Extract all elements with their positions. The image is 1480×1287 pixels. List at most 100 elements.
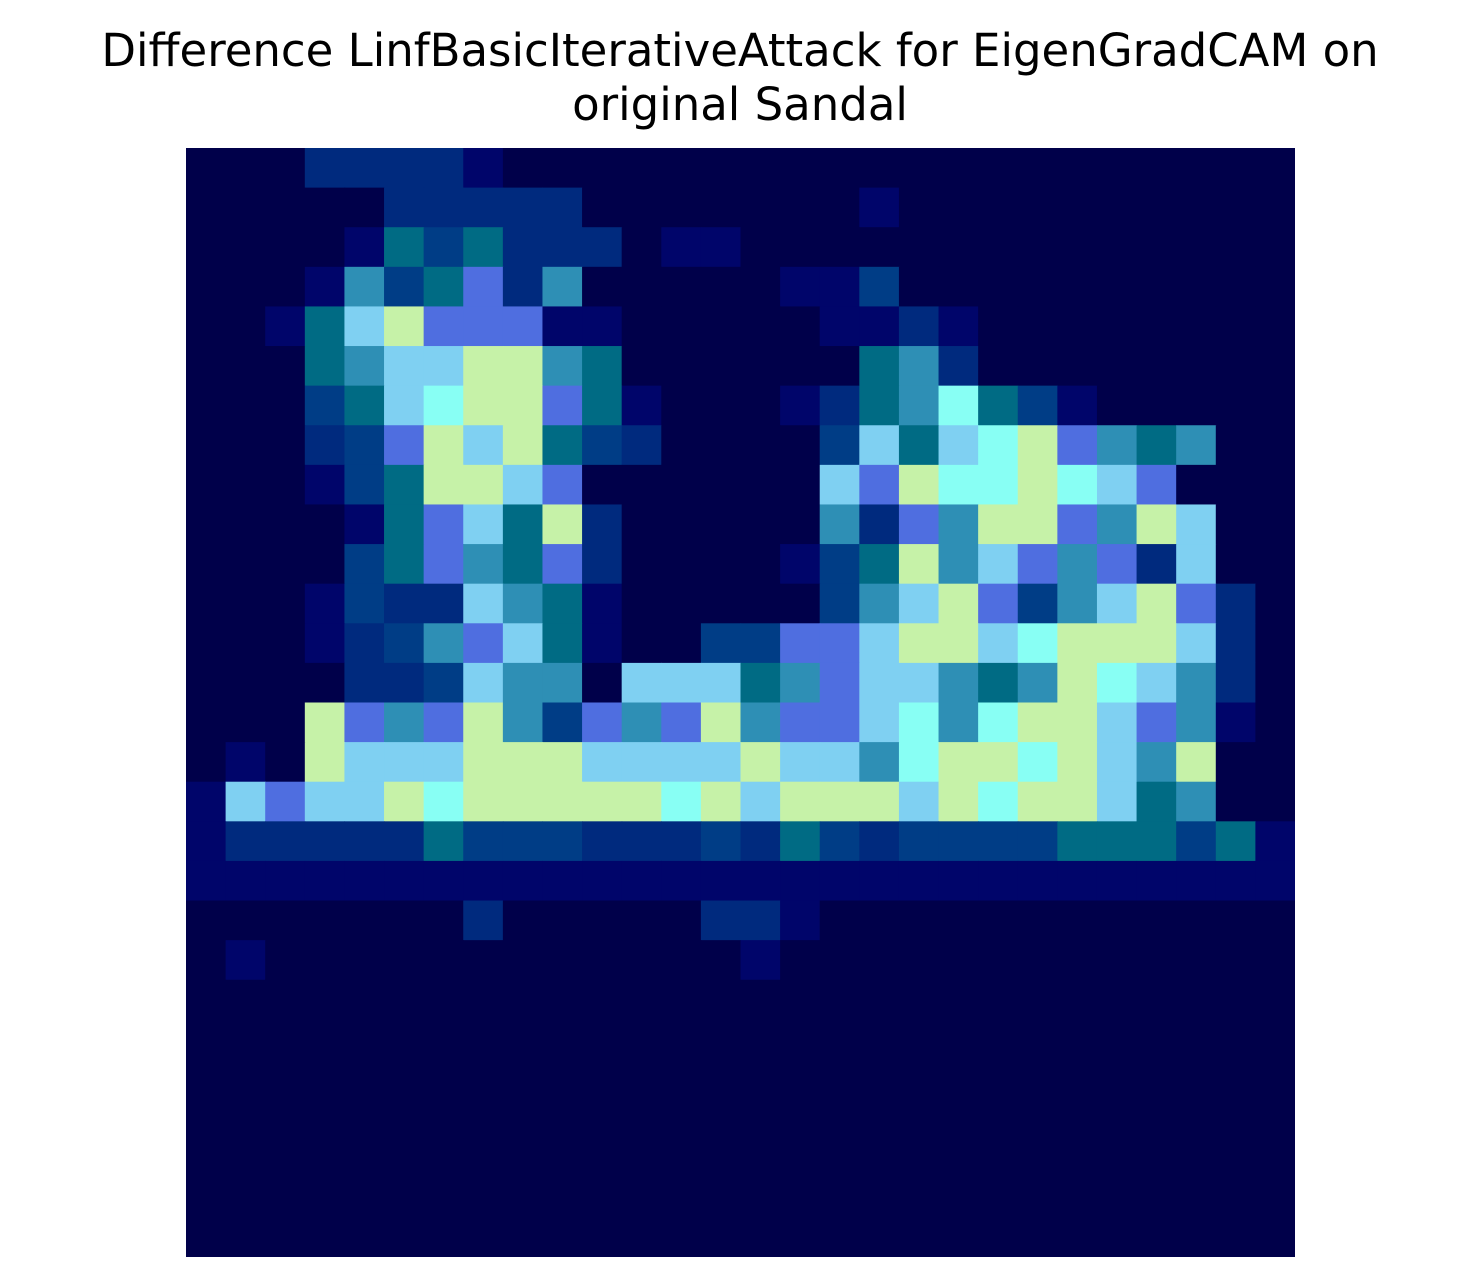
heatmap-cell — [502, 662, 544, 704]
heatmap-cell — [1057, 504, 1098, 545]
heatmap-cell — [225, 504, 266, 545]
heatmap-cell — [186, 346, 227, 387]
heatmap-cell — [502, 940, 544, 981]
heatmap-cell — [1215, 385, 1256, 426]
heatmap-cell — [344, 425, 385, 466]
heatmap-cell — [1136, 425, 1177, 466]
heatmap-cell — [265, 425, 306, 466]
heatmap-cell — [621, 425, 662, 466]
heatmap-cell — [265, 940, 306, 981]
heatmap-cell — [423, 346, 464, 387]
heatmap-cell — [423, 742, 464, 783]
heatmap-cell — [463, 979, 504, 1020]
heatmap-cell — [1057, 346, 1098, 387]
heatmap-cell — [225, 148, 266, 189]
heatmap-cell — [1017, 860, 1058, 902]
heatmap-cell — [898, 979, 940, 1020]
heatmap-cell — [265, 306, 306, 347]
heatmap-cell — [384, 187, 425, 228]
heatmap-cell — [700, 583, 742, 624]
heatmap-cell — [186, 227, 227, 268]
heatmap-cell — [265, 187, 306, 228]
heatmap-cell — [700, 464, 742, 506]
heatmap-cell — [1057, 1177, 1098, 1218]
heatmap-cell — [898, 266, 940, 308]
heatmap-cell — [423, 227, 464, 268]
heatmap-cell — [1017, 1177, 1058, 1218]
heatmap-cell — [423, 662, 464, 704]
heatmap-cell — [423, 425, 464, 466]
heatmap-cell — [661, 979, 702, 1020]
heatmap-cell — [978, 662, 1019, 704]
heatmap-cell — [265, 1217, 306, 1257]
heatmap-cell — [582, 662, 623, 704]
heatmap-cell — [819, 900, 860, 941]
heatmap-cell — [978, 742, 1019, 783]
heatmap-cell — [582, 1058, 623, 1100]
heatmap-cell — [1096, 1019, 1138, 1060]
heatmap-cell — [542, 860, 583, 902]
heatmap-cell — [344, 1177, 385, 1218]
heatmap-cell — [938, 346, 979, 387]
heatmap-cell — [780, 940, 821, 981]
heatmap-cell — [463, 425, 504, 466]
heatmap-cell — [661, 425, 702, 466]
heatmap-cell — [1176, 860, 1217, 902]
heatmap-cell — [1255, 1019, 1295, 1060]
heatmap-cell — [463, 1058, 504, 1100]
heatmap-cell — [1215, 860, 1256, 902]
heatmap-cell — [938, 940, 979, 981]
heatmap-cell — [780, 187, 821, 228]
heatmap-cell — [1176, 346, 1217, 387]
heatmap-cell — [463, 1217, 504, 1257]
heatmap-cell — [225, 1217, 266, 1257]
heatmap-cell — [423, 940, 464, 981]
heatmap-cell — [859, 900, 900, 941]
heatmap-cell — [1176, 425, 1217, 466]
heatmap-cell — [780, 1217, 821, 1257]
heatmap-cell — [225, 1019, 266, 1060]
heatmap-cell — [1215, 1058, 1256, 1100]
heatmap-cell — [502, 1217, 544, 1257]
heatmap-cell — [1017, 940, 1058, 981]
heatmap-cell — [1176, 187, 1217, 228]
heatmap-cell — [898, 900, 940, 941]
heatmap-cell — [344, 464, 385, 506]
heatmap-cell — [1057, 266, 1098, 308]
heatmap-cell — [1057, 187, 1098, 228]
heatmap-cell — [1136, 860, 1177, 902]
heatmap-cell — [740, 781, 781, 822]
heatmap-cell — [463, 900, 504, 941]
heatmap-cell — [1136, 1019, 1177, 1060]
heatmap-cell — [1017, 1138, 1058, 1179]
heatmap-cell — [1176, 148, 1217, 189]
heatmap-cell — [819, 979, 860, 1020]
heatmap-cell — [225, 266, 266, 308]
heatmap-cell — [463, 1098, 504, 1139]
chart-title-line-1: Difference LinfBasicIterativeAttack for … — [101, 24, 1379, 77]
heatmap-cell — [898, 464, 940, 506]
heatmap-cell — [621, 148, 662, 189]
heatmap-cell — [1136, 385, 1177, 426]
heatmap-cell — [1096, 900, 1138, 941]
heatmap-cell — [938, 860, 979, 902]
heatmap-cell — [1057, 425, 1098, 466]
heatmap-cell — [819, 662, 860, 704]
heatmap-cell — [700, 187, 742, 228]
heatmap-cell — [700, 900, 742, 941]
heatmap-cell — [186, 742, 227, 783]
heatmap-cell — [1215, 504, 1256, 545]
heatmap-cell — [384, 227, 425, 268]
heatmap-cell — [700, 702, 742, 743]
heatmap-cell — [661, 742, 702, 783]
heatmap-cell — [661, 781, 702, 822]
heatmap-cell — [542, 346, 583, 387]
heatmap-cell — [621, 662, 662, 704]
heatmap-cell — [582, 464, 623, 506]
heatmap-cell — [265, 544, 306, 585]
heatmap-cell — [780, 900, 821, 941]
heatmap-cell — [463, 583, 504, 624]
heatmap-cell — [740, 148, 781, 189]
heatmap-cell — [542, 979, 583, 1020]
heatmap-cell — [621, 742, 662, 783]
